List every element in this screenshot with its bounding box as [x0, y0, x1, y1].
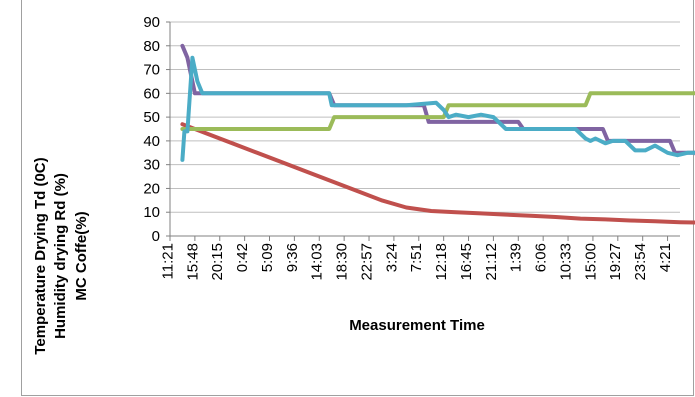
x-tick-label: 18:30: [334, 243, 351, 281]
y-tick-label: 50: [143, 109, 160, 126]
x-tick-label: 14:03: [309, 243, 326, 281]
y-tick-label: 40: [143, 133, 160, 150]
y-tick-label: 90: [143, 14, 160, 31]
x-tick-label: 19:27: [607, 243, 624, 281]
x-axis-title: Measurement Time: [349, 317, 485, 334]
series-line-3: [180, 91, 695, 131]
x-tick-label: 22:57: [358, 243, 375, 281]
y-axis-title-line-3: MC Coffe(%): [73, 211, 90, 300]
x-tick-label: 6:06: [533, 243, 550, 272]
x-tick-label: 0:42: [234, 243, 251, 272]
x-tick-label: 5:09: [259, 243, 276, 272]
x-tick-label: 21:12: [483, 243, 500, 281]
y-tick-label: 30: [143, 157, 160, 174]
x-tick-label: 1:39: [508, 243, 525, 272]
x-tick-label: 3:24: [383, 243, 400, 272]
y-axis-title-line-2: Humidity drying Rd (%): [52, 173, 69, 339]
y-axis-title-line-1: Temperature Drying Td (0C): [32, 157, 49, 354]
y-tick-label: 0: [152, 228, 160, 245]
x-tick-label: 10:33: [557, 243, 574, 281]
x-tick-label: 9:36: [284, 243, 301, 272]
y-axis-title: Temperature Drying Td (0C) Humidity dryi…: [32, 157, 90, 354]
y-tick-label: 20: [143, 180, 160, 197]
x-tick-label: 4:21: [657, 243, 674, 272]
y-axis-ticks: 0 10 20 30 40 50 60 70 80 90: [143, 14, 170, 245]
x-tick-label: 16:45: [458, 243, 475, 281]
x-tick-label: 11:21: [159, 243, 176, 279]
x-axis-ticks: 11:21 15:48 20:15 0:42 5:09 9:36 14:03 18:30 22:…: [159, 236, 674, 281]
y-tick-label: 60: [143, 85, 160, 102]
x-tick-label: 15:00: [582, 243, 599, 281]
y-tick-label: 70: [143, 62, 160, 79]
x-tick-label: 7:51: [408, 243, 425, 272]
x-tick-label: 15:48: [184, 243, 201, 281]
series-line-4: [180, 55, 695, 162]
x-tick-label: 20:15: [209, 243, 226, 281]
x-tick-label: 12:18: [433, 243, 450, 281]
y-tick-label: 80: [143, 38, 160, 55]
chart-frame: [21, 0, 694, 396]
series-lines: [180, 43, 695, 225]
x-tick-label: 23:54: [632, 243, 649, 281]
series-line-2: [180, 122, 695, 225]
y-tick-label: 10: [143, 204, 160, 221]
